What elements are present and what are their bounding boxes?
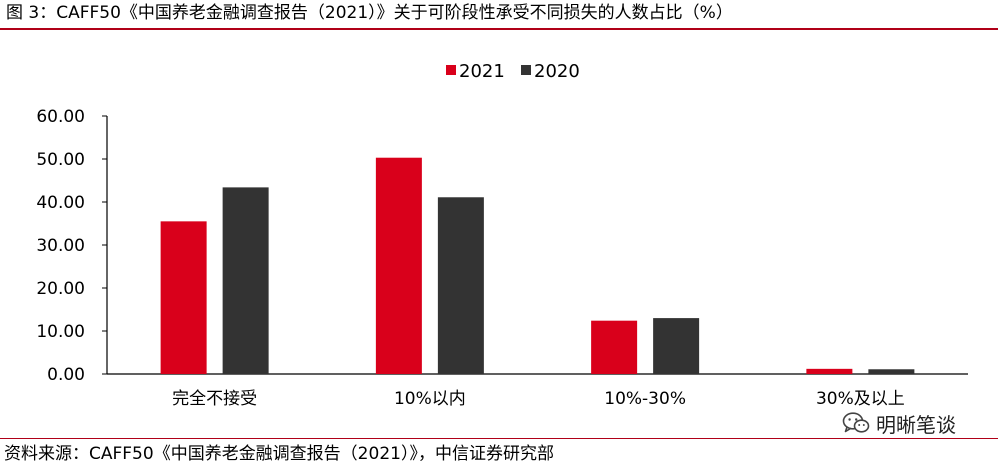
legend-label-2021: 2021 [459,61,505,82]
source-note: 资料来源：CAFF50《中国养老金融调查报告（2021）》，中信证券研究部 [4,444,554,464]
x-tick-label: 10%以内 [394,389,466,409]
bar-2021-1 [375,157,422,374]
y-tick-label: 40.00 [36,193,85,213]
title-rule [0,28,998,30]
y-tick-label: 10.00 [36,322,85,342]
wechat-icon [842,412,870,433]
y-tick-label: 30.00 [36,236,85,256]
y-tick-label: 20.00 [36,279,85,299]
legend-label-2020: 2020 [534,61,580,82]
bar-2021-2 [591,320,638,374]
watermark-text: 明晰笔谈 [876,412,956,437]
bars [160,157,915,374]
bar-2020-1 [437,197,484,374]
y-tick-label: 60.00 [36,107,85,127]
bar-2021-3 [806,368,853,374]
source-rule [0,438,998,439]
legend: 2021 2020 [446,61,580,82]
x-tick-label: 10%-30% [604,389,686,409]
figure-title: 图 3：CAFF50《中国养老金融调查报告（2021）》关于可阶段性承受不同损失… [6,3,733,23]
x-axis: 完全不接受 10%以内 10%-30% 30%及以上 [107,373,968,409]
bar-2021-0 [160,221,207,374]
x-tick-label: 30%及以上 [816,389,905,409]
x-tick-label: 完全不接受 [172,389,257,409]
bar-2020-0 [222,187,269,374]
bar-2020-3 [868,369,915,374]
bar-2020-2 [653,318,700,374]
watermark: 明晰笔谈 [842,410,956,437]
y-axis: 0.00 10.00 20.00 30.00 40.00 50.00 60.00 [36,107,108,385]
y-tick-label: 0.00 [47,365,85,385]
legend-swatch-2021 [446,65,456,75]
legend-swatch-2020 [521,65,531,75]
y-tick-label: 50.00 [36,150,85,170]
